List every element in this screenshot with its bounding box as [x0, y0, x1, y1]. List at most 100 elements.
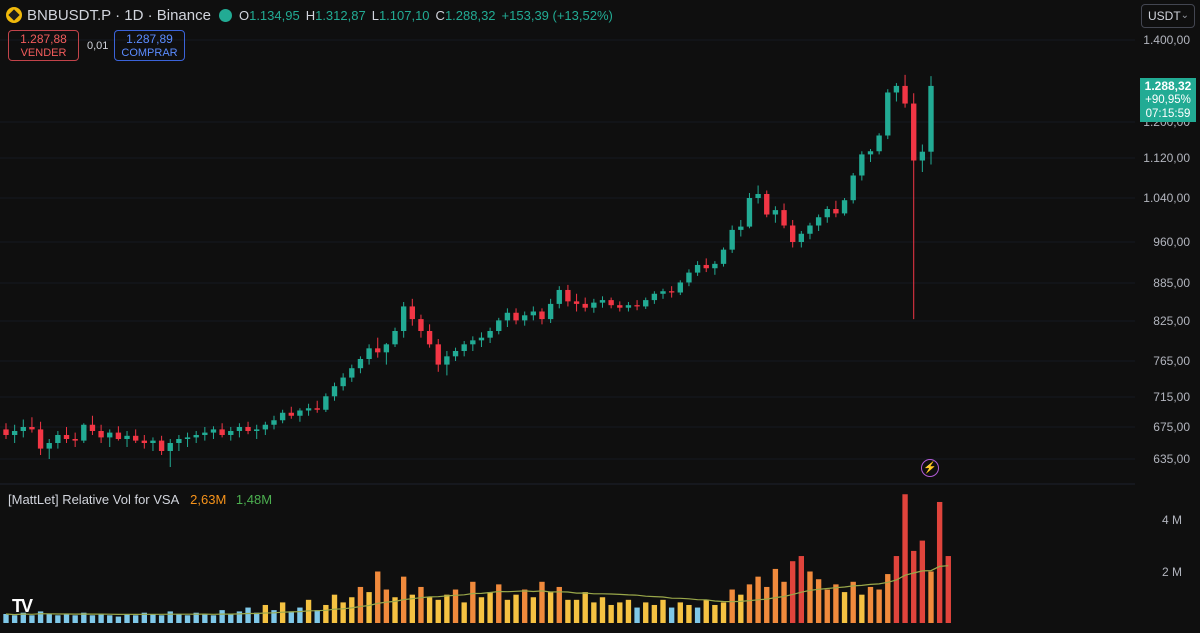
candle-body	[547, 303, 554, 320]
candle-body	[245, 427, 251, 431]
last-price: 1.288,32	[1144, 79, 1192, 93]
volume-bar	[530, 597, 537, 623]
volume-bar	[176, 613, 182, 623]
price-tick-label: 1.400,00	[1143, 33, 1190, 47]
candle-body	[651, 293, 658, 301]
candle-body	[271, 420, 277, 425]
price-tick-label: 1.040,00	[1143, 191, 1190, 205]
candle-body	[720, 249, 727, 264]
volume-bar	[902, 494, 908, 623]
candle-body	[279, 412, 286, 421]
candle-body	[729, 229, 735, 250]
bnb-logo-icon	[6, 7, 22, 23]
volume-bar	[496, 584, 502, 623]
volume-bar	[746, 584, 753, 623]
candle-body	[919, 151, 926, 161]
candle-body	[807, 225, 813, 234]
volume-bar	[357, 586, 364, 623]
candle-body	[565, 289, 571, 302]
volume-bar	[37, 611, 44, 623]
candle-body	[426, 331, 433, 345]
spread-value: 0,01	[87, 40, 109, 52]
price-change-percent: +90,95%	[1145, 94, 1191, 106]
candle-body	[686, 272, 692, 283]
volume-bar	[254, 612, 260, 623]
volume-bar	[643, 602, 649, 623]
candle-body	[383, 344, 390, 353]
price-grid	[0, 39, 1135, 460]
currency-selector[interactable]: USDT ⌄	[1141, 4, 1195, 28]
candle-body	[876, 135, 882, 152]
volume-bar	[677, 602, 683, 623]
candle-body	[46, 443, 52, 449]
volume-bar	[150, 613, 156, 623]
candle-body	[703, 264, 709, 269]
candle-body	[478, 337, 485, 341]
volume-bar	[11, 615, 18, 623]
candle-body	[841, 200, 848, 214]
candle-body	[668, 291, 675, 293]
candle-body	[262, 424, 269, 430]
volume-bars-group	[3, 494, 951, 623]
volume-bar	[245, 607, 251, 623]
candle-body	[556, 289, 562, 304]
candle-body	[11, 431, 18, 435]
candle-body	[444, 356, 450, 365]
volume-axis: 4 M 2 M	[1162, 513, 1182, 579]
candle-body	[400, 306, 407, 331]
volume-bar	[556, 586, 562, 623]
volume-bar	[184, 615, 191, 623]
candle-body	[496, 320, 502, 331]
volume-ma-line	[5, 565, 949, 616]
volume-bar	[418, 586, 424, 623]
tradingview-logo-icon[interactable]: TV	[12, 596, 33, 616]
price-tick-label: 885,00	[1153, 276, 1190, 290]
market-status-icon	[218, 8, 232, 22]
indicator-title: [MattLet] Relative Vol for VSA	[8, 492, 179, 507]
volume-bar	[928, 571, 934, 623]
lightning-alert-icon[interactable]: ⚡	[921, 459, 939, 477]
candle-body	[305, 408, 312, 411]
volume-bar	[513, 594, 519, 623]
candles-group	[3, 74, 934, 467]
sell-button[interactable]: 1.287,88 VENDER	[8, 30, 79, 61]
candle-body	[288, 412, 294, 416]
candle-body	[599, 300, 606, 303]
volume-bar	[668, 607, 675, 623]
buy-price: 1.287,89	[126, 32, 173, 46]
candle-body	[107, 432, 113, 438]
candle-body	[409, 306, 415, 320]
volume-bar	[107, 615, 113, 623]
candle-body	[504, 312, 511, 321]
volume-bar	[470, 581, 476, 623]
candle-body	[781, 210, 787, 226]
volume-bar	[625, 599, 632, 623]
candle-body	[859, 154, 865, 176]
buy-label: COMPRAR	[121, 47, 178, 59]
price-tick-label: 635,00	[1153, 452, 1190, 466]
candle-body	[798, 233, 805, 242]
volume-bar	[314, 610, 320, 623]
candle-body	[132, 435, 139, 441]
volume-indicator-legend[interactable]: [MattLet] Relative Vol for VSA 2,63M 1,4…	[8, 492, 272, 507]
buy-button[interactable]: 1.287,89 COMPRAR	[114, 30, 185, 61]
indicator-value-1: 2,63M	[190, 492, 227, 507]
candle-body	[677, 282, 683, 293]
candle-body	[885, 92, 891, 136]
volume-bar	[202, 613, 208, 623]
candle-body	[29, 427, 35, 430]
candle-body	[452, 351, 459, 357]
candle-body	[141, 440, 147, 443]
candle-body	[815, 217, 822, 226]
candle-body	[573, 301, 580, 304]
candle-body	[357, 359, 364, 369]
candle-body	[81, 424, 87, 441]
candle-body	[738, 226, 744, 230]
candle-body	[694, 264, 701, 273]
volume-bar	[305, 599, 312, 623]
volume-bar	[876, 589, 882, 623]
volume-bar	[392, 597, 398, 623]
candle-body	[617, 305, 623, 308]
symbol-title[interactable]: BNBUSDT.P · 1D · Binance	[27, 6, 211, 24]
